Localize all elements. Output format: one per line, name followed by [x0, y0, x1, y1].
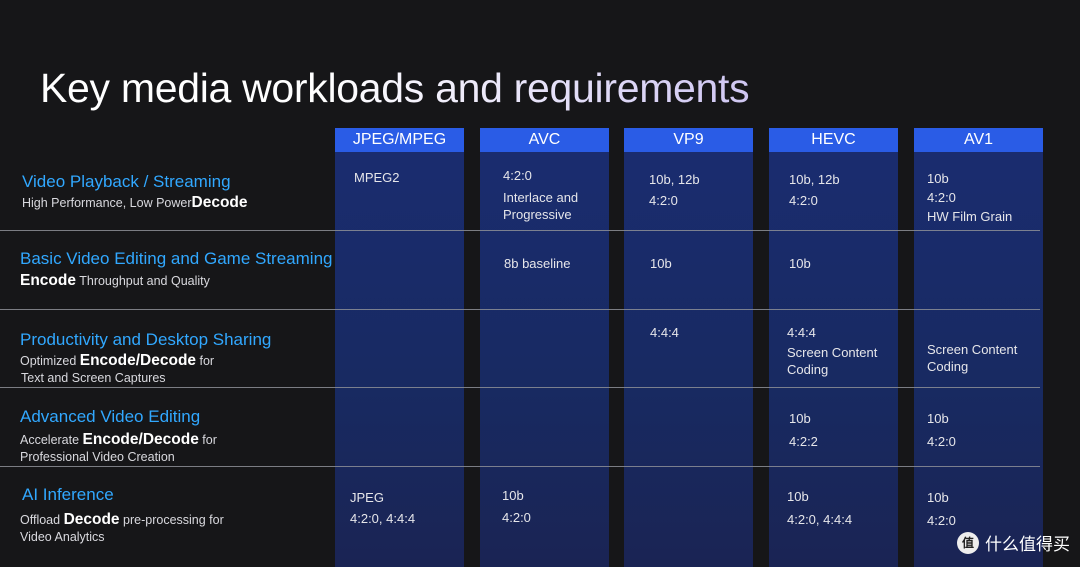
cell-line: MPEG2 [354, 170, 400, 185]
row-subtitle-line2: Text and Screen Captures [21, 371, 166, 385]
cell-line: 10b [789, 256, 811, 271]
cell-ai-av1: 10b 4:2:0 [927, 486, 956, 532]
cell-line: 4:4:4 [650, 325, 679, 340]
cell-line: 10b [927, 490, 949, 505]
row-subtitle-emphasis: Encode [20, 272, 76, 289]
cell-line: Progressive [503, 207, 572, 222]
row-subtitle: Encode Throughput and Quality [20, 273, 210, 289]
row-subtitle-text: Optimized [20, 354, 80, 368]
row-subtitle-line2: Video Analytics [20, 530, 105, 544]
row-subtitle-text: for [196, 354, 215, 368]
cell-line: 4:2:0 [503, 168, 532, 183]
row-subtitle-text: Throughput and Quality [75, 274, 210, 288]
cell-editing-avc: 8b baseline [504, 255, 571, 272]
cell-line: 4:2:2 [789, 434, 818, 449]
cell-line: Screen Content [927, 342, 1018, 357]
column-header-av1: AV1 [914, 128, 1043, 152]
row-subtitle: Accelerate Encode/Decode for [20, 432, 217, 448]
cell-playback-av1: 10b 4:2:0 HW Film Grain [927, 169, 1012, 226]
row-divider [0, 387, 1040, 388]
cell-editing-hevc: 10b [789, 255, 811, 272]
cell-line: 10b [502, 488, 524, 503]
cell-productivity-av1: Screen Content Coding [927, 341, 1017, 375]
row-title-video-playback: Video Playback / Streaming [22, 172, 231, 191]
row-subtitle-line2: Professional Video Creation [20, 450, 175, 464]
row-divider [0, 309, 1040, 310]
cell-ai-jpeg: JPEG 4:2:0, 4:4:4 [350, 487, 415, 529]
cell-line: 4:2:0, 4:4:4 [350, 511, 416, 526]
column-header-avc: AVC [480, 128, 609, 152]
cell-playback-avc: 4:2:0 Interlace and Progressive [503, 167, 578, 223]
cell-line: 10b [927, 411, 949, 426]
page-title: Key media workloads and requirements [40, 62, 750, 114]
column-header-jpeg-mpeg: JPEG/MPEG [335, 128, 464, 152]
cell-playback-jpeg: MPEG2 [354, 169, 400, 186]
cell-productivity-vp9: 4:4:4 [650, 324, 679, 341]
row-subtitle-text: pre-processing for [119, 513, 224, 527]
cell-line: 4:2:0, 4:4:4 [787, 512, 853, 527]
cell-line: Interlace and [503, 190, 579, 205]
cell-line: 4:2:0 [649, 193, 678, 208]
row-title-basic-video-editing: Basic Video Editing and Game Streaming [20, 249, 333, 268]
row-divider [0, 230, 1040, 231]
column-bg-av1 [914, 152, 1043, 567]
cell-ai-avc: 10b 4:2:0 [502, 485, 531, 529]
cell-line: Coding [787, 362, 829, 377]
cell-playback-hevc: 10b, 12b 4:2:0 [789, 169, 840, 211]
cell-line: JPEG [350, 490, 384, 505]
cell-line: 4:2:0 [927, 513, 956, 528]
column-bg-hevc [769, 152, 898, 567]
cell-line: 8b baseline [504, 256, 571, 271]
row-subtitle-text: High Performance, Low Power [22, 196, 192, 210]
column-bg-avc [480, 152, 609, 567]
cell-line: 10b [650, 256, 672, 271]
cell-playback-vp9: 10b, 12b 4:2:0 [649, 169, 700, 211]
cell-line: 4:4:4 [787, 325, 816, 340]
cell-line: 4:2:0 [502, 510, 531, 525]
cell-line: 10b [789, 411, 811, 426]
cell-advanced-hevc: 10b 4:2:2 [789, 407, 818, 453]
cell-line: 10b [927, 171, 949, 186]
row-title-productivity: Productivity and Desktop Sharing [20, 330, 272, 349]
row-subtitle: Optimized Encode/Decode for [20, 353, 214, 369]
row-subtitle-emphasis: Encode/Decode [82, 431, 199, 448]
column-bg-jpeg [335, 152, 464, 567]
column-header-vp9: VP9 [624, 128, 753, 152]
watermark: 值 什么值得买 [957, 530, 1070, 555]
row-subtitle-text: for [198, 433, 217, 447]
column-header-hevc: HEVC [769, 128, 898, 152]
cell-line: 4:2:0 [927, 434, 956, 449]
watermark-logo-icon: 值 [957, 531, 979, 554]
cell-line: Coding [927, 359, 969, 374]
cell-ai-hevc: 10b 4:2:0, 4:4:4 [787, 485, 852, 531]
cell-line: Screen Content [787, 345, 878, 360]
cell-line: 10b [787, 489, 809, 504]
column-bg-vp9 [624, 152, 753, 567]
row-subtitle: High Performance, Low PowerDecode [22, 195, 248, 211]
watermark-text: 什么值得买 [985, 535, 1070, 554]
row-subtitle-emphasis: Decode [191, 194, 248, 211]
cell-line: HW Film Grain [927, 209, 1013, 224]
row-subtitle: Offload Decode pre-processing for [20, 512, 224, 528]
row-title-advanced-video-editing: Advanced Video Editing [20, 407, 201, 426]
row-subtitle-text: Offload [20, 513, 64, 527]
row-subtitle-text: Accelerate [20, 433, 83, 447]
row-divider [0, 466, 1040, 467]
cell-line: 10b, 12b [649, 172, 700, 187]
row-subtitle-emphasis: Encode/Decode [79, 352, 197, 369]
cell-advanced-av1: 10b 4:2:0 [927, 407, 956, 453]
row-subtitle-emphasis: Decode [63, 511, 120, 528]
cell-line: 10b, 12b [789, 172, 840, 187]
cell-productivity-hevc: 4:4:4 Screen Content Coding [787, 324, 877, 378]
cell-line: 4:2:0 [789, 193, 818, 208]
cell-editing-vp9: 10b [650, 255, 672, 272]
cell-line: 4:2:0 [927, 190, 956, 205]
row-title-ai-inference: AI Inference [22, 485, 114, 504]
